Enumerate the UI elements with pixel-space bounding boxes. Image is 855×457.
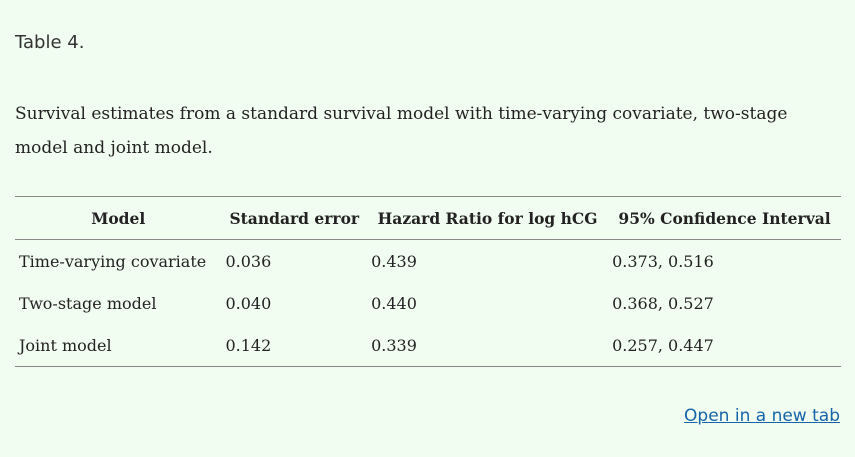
table-row: Two-stage model 0.040 0.440 0.368, 0.527 [15,282,841,324]
header-cell: Hazard Ratio for log hCG [377,208,598,228]
header-cell: Standard error [229,208,360,228]
table-body: Time-varying covariate 0.036 0.439 0.373, 0… [15,240,841,367]
table-cell: 0.142 [225,335,272,355]
table-label: Table 4. [15,32,85,53]
open-new-tab-link[interactable]: Open in a new tab [684,406,840,426]
table-cell: Joint model [19,335,112,355]
table-cell: 0.257, 0.447 [612,335,714,355]
table-cell: 0.040 [225,293,272,313]
table-row: Joint model 0.142 0.339 0.257, 0.447 [15,324,841,367]
header-cell: Model [91,208,146,228]
table-row: Time-varying covariate 0.036 0.439 0.373, 0… [15,240,841,283]
table: Model Standard error Hazard Ratio for log … [15,196,841,367]
table-caption: Survival estimates from a standard survi… [15,104,788,158]
header-cell: 95% Confidence Interval [618,208,831,228]
table-cell: Time-varying covariate [19,251,207,271]
table-cell: 0.439 [371,251,417,271]
table-cell: 0.368, 0.527 [612,293,714,313]
table-cell: 0.440 [371,293,417,313]
header-row: Model Standard error Hazard Ratio for log … [15,196,841,240]
table-cell: 0.339 [371,335,417,355]
table-cell: Two-stage model [19,293,157,313]
table-cell: 0.036 [225,251,272,271]
table-cell: 0.373, 0.516 [612,251,714,271]
